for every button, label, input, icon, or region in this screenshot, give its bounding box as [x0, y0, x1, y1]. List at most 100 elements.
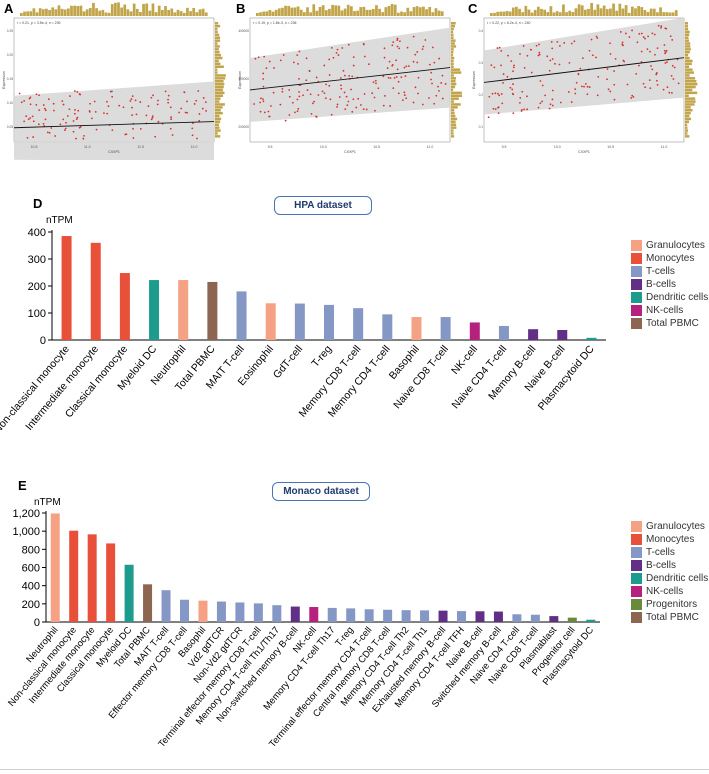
scatter-point	[638, 32, 641, 35]
scatter-point	[259, 110, 262, 113]
right-histogram-bar	[685, 30, 690, 34]
legend-swatch	[631, 253, 642, 264]
scatter-point	[273, 67, 275, 69]
scatter-point	[590, 38, 593, 41]
bar	[440, 317, 451, 340]
right-histogram-bar	[685, 56, 690, 60]
scatter-point	[583, 85, 585, 88]
scatter-plot-a: r = 0.21, p = 3.5e-4, n = 239 10.5 11.0 11.…	[2, 2, 226, 160]
right-histogram-bar	[451, 111, 455, 115]
top-histogram-bar	[92, 2, 95, 16]
top-histogram-bar	[605, 9, 609, 16]
right-histogram-bar	[685, 94, 689, 97]
scatter-point	[344, 74, 346, 77]
right-histogram-bar	[685, 62, 692, 66]
scatter-point	[577, 73, 580, 76]
scatter-point	[44, 109, 47, 112]
monaco-unit-label: nTPM	[34, 497, 61, 508]
top-histogram-bar	[318, 6, 322, 16]
y-tick-label: 1,200	[12, 508, 40, 520]
scatter-point	[591, 54, 594, 57]
legend-item: NK-cells	[631, 304, 708, 317]
top-histogram-bar	[271, 11, 275, 16]
x-tick-label: 10.5	[607, 145, 614, 149]
scatter-point	[494, 92, 497, 95]
scatter-point	[336, 106, 338, 108]
scatter-point	[511, 88, 514, 91]
scatter-point	[648, 79, 651, 82]
scatter-point	[359, 104, 362, 106]
scatter-point	[43, 107, 46, 110]
scatter-point	[324, 97, 327, 99]
scatter-point	[73, 112, 76, 115]
legend-item: Total PBMC	[631, 317, 708, 330]
scatter-point	[556, 40, 559, 43]
scatter-point	[298, 78, 300, 80]
right-histogram-bar	[215, 106, 223, 109]
top-histogram-bar	[428, 7, 432, 17]
scatter-point	[262, 100, 265, 103]
scatter-point	[298, 91, 300, 93]
scatter-point	[619, 31, 622, 33]
scatter-point	[573, 40, 576, 43]
scatter-point	[417, 76, 420, 79]
scatter-point	[371, 92, 374, 95]
scatter-point	[440, 82, 443, 84]
top-histogram-bar	[356, 10, 359, 16]
scatter-point	[663, 44, 666, 46]
scatter-point	[574, 92, 577, 95]
scatter-point	[281, 87, 284, 90]
right-histogram-bar	[451, 94, 463, 97]
top-histogram-bar	[114, 2, 117, 16]
top-histogram-bar	[571, 11, 575, 16]
bar	[528, 329, 539, 340]
scatter-point	[551, 89, 554, 92]
top-histogram-bar	[192, 7, 196, 17]
y-axis-title: Expression	[238, 71, 242, 89]
scatter-point	[270, 105, 272, 107]
scatter-point	[328, 74, 331, 76]
scatter-point	[268, 115, 271, 118]
scatter-point	[125, 133, 128, 136]
right-histogram-bar	[215, 109, 221, 112]
scatter-point	[262, 78, 265, 80]
scatter-point	[538, 53, 541, 56]
right-histogram-bar	[451, 97, 459, 100]
scatter-point	[613, 70, 616, 72]
scatter-point	[351, 110, 354, 113]
right-histogram-bar	[685, 27, 689, 31]
scatter-point	[89, 102, 91, 105]
right-histogram-bar	[215, 85, 224, 89]
top-histogram-bar	[167, 9, 170, 16]
legend-label: T-cells	[646, 266, 675, 277]
scatter-point	[65, 121, 67, 124]
bar	[512, 614, 522, 622]
legend-label: NK-cells	[646, 586, 684, 597]
bar	[253, 603, 263, 622]
scatter-point	[62, 103, 65, 106]
top-histogram-bar	[265, 11, 269, 16]
top-histogram-bar	[631, 6, 634, 16]
scatter-point	[665, 27, 668, 30]
legend-item: Total PBMC	[631, 611, 708, 624]
legend-swatch	[631, 240, 642, 251]
scatter-point	[374, 79, 377, 82]
scatter-point	[435, 94, 438, 97]
legend-item: Granulocytes	[631, 520, 708, 533]
top-histogram-bar	[493, 12, 496, 16]
scatter-point	[296, 54, 299, 57]
top-histogram-bar	[186, 7, 189, 16]
scatter-point	[558, 63, 561, 66]
scatter-point	[422, 45, 425, 48]
top-histogram-bar	[381, 12, 385, 16]
top-histogram-bar	[343, 8, 347, 16]
scatter-point	[391, 44, 394, 47]
top-histogram-bar	[284, 5, 287, 16]
x-axis-title: CXXP1	[344, 150, 356, 154]
legend-label: B-cells	[646, 279, 677, 290]
top-histogram-bar	[189, 11, 192, 16]
top-histogram-bar	[365, 9, 369, 16]
scatter-point	[198, 119, 201, 122]
scatter-point	[431, 82, 433, 85]
scatter-point	[506, 75, 509, 78]
